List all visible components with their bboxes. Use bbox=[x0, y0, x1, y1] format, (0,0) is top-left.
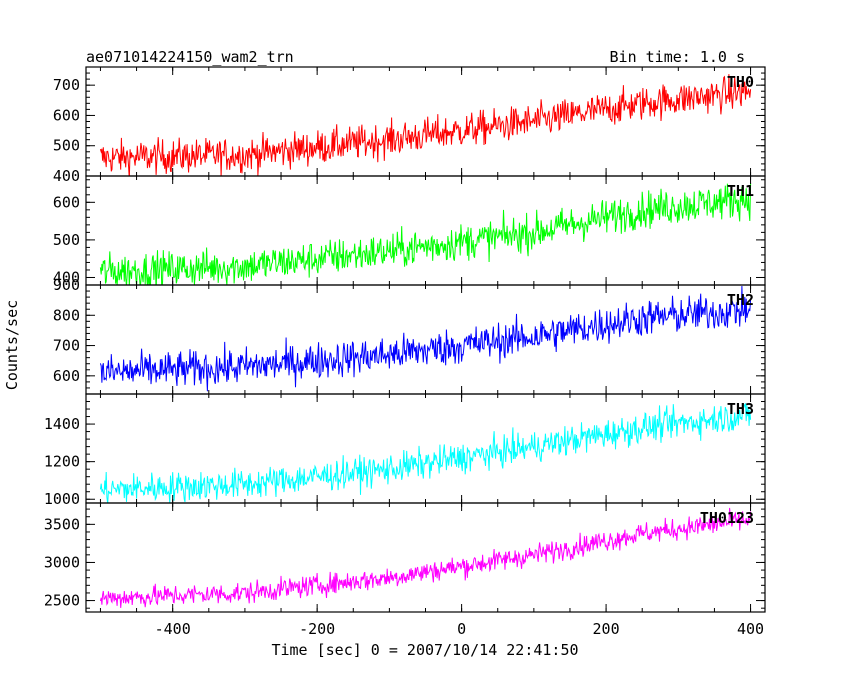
panels-group: 400 500 600 700 TH0 400 500 600 TH1 600 700 800 900 T… bbox=[44, 66, 766, 613]
series-line-th0123 bbox=[99, 507, 752, 608]
panel-th3: 1000 1200 1400 TH3 bbox=[44, 393, 766, 508]
y-tick-label: 400 bbox=[53, 268, 80, 286]
chart-title: ae071014224150_wam2_trn bbox=[86, 48, 294, 66]
y-tick-label: 1000 bbox=[44, 490, 80, 508]
x-tick-label: 0 bbox=[457, 620, 466, 638]
y-tick-label: 700 bbox=[53, 76, 80, 94]
panel-label-th0: TH0 bbox=[727, 73, 754, 91]
series-line-th2 bbox=[99, 285, 752, 392]
x-tick-label: -400 bbox=[155, 620, 191, 638]
panel-th0: 400 500 600 700 TH0 bbox=[53, 66, 766, 185]
y-tick-label: 600 bbox=[53, 193, 80, 211]
x-tick-label: 400 bbox=[737, 620, 764, 638]
panel-label-th0123: TH0123 bbox=[700, 509, 754, 527]
y-tick-label: 3000 bbox=[44, 553, 80, 571]
x-tick-label: -200 bbox=[299, 620, 335, 638]
panel-th0123: 2500 3000 3500 TH0123 bbox=[44, 502, 766, 613]
x-axis: -400 -200 0 200 400 bbox=[155, 620, 764, 638]
y-tick-label: 500 bbox=[53, 231, 80, 249]
panel-frame bbox=[85, 175, 766, 286]
panel-th1: 400 500 600 TH1 bbox=[53, 175, 766, 286]
y-axis-label: Counts/sec bbox=[3, 300, 21, 390]
y-tick-label: 1400 bbox=[44, 415, 80, 433]
y-tick-label: 900 bbox=[53, 276, 80, 294]
y-tick-label: 1200 bbox=[44, 453, 80, 471]
series-line-th1 bbox=[99, 183, 752, 285]
x-axis-label: Time [sec] 0 = 2007/10/14 22:41:50 bbox=[271, 641, 578, 659]
panel-label-th1: TH1 bbox=[727, 182, 754, 200]
y-tick-label: 500 bbox=[53, 137, 80, 155]
y-tick-label: 600 bbox=[53, 106, 80, 124]
panel-label-th3: TH3 bbox=[727, 400, 754, 418]
panel-th2: 600 700 800 900 TH2 bbox=[53, 276, 766, 395]
y-tick-label: 600 bbox=[53, 367, 80, 385]
y-tick-label: 800 bbox=[53, 306, 80, 324]
series-line-th0 bbox=[99, 74, 752, 176]
series-line-th3 bbox=[99, 403, 752, 503]
y-tick-label: 2500 bbox=[44, 592, 80, 610]
y-tick-label: 3500 bbox=[44, 515, 80, 533]
panel-label-th2: TH2 bbox=[727, 291, 754, 309]
panel-frame bbox=[85, 502, 766, 613]
bin-time-label: Bin time: 1.0 s bbox=[610, 48, 745, 66]
y-tick-label: 700 bbox=[53, 337, 80, 355]
panel-frame bbox=[85, 284, 766, 395]
x-tick-label: 200 bbox=[593, 620, 620, 638]
y-tick-label: 400 bbox=[53, 167, 80, 185]
